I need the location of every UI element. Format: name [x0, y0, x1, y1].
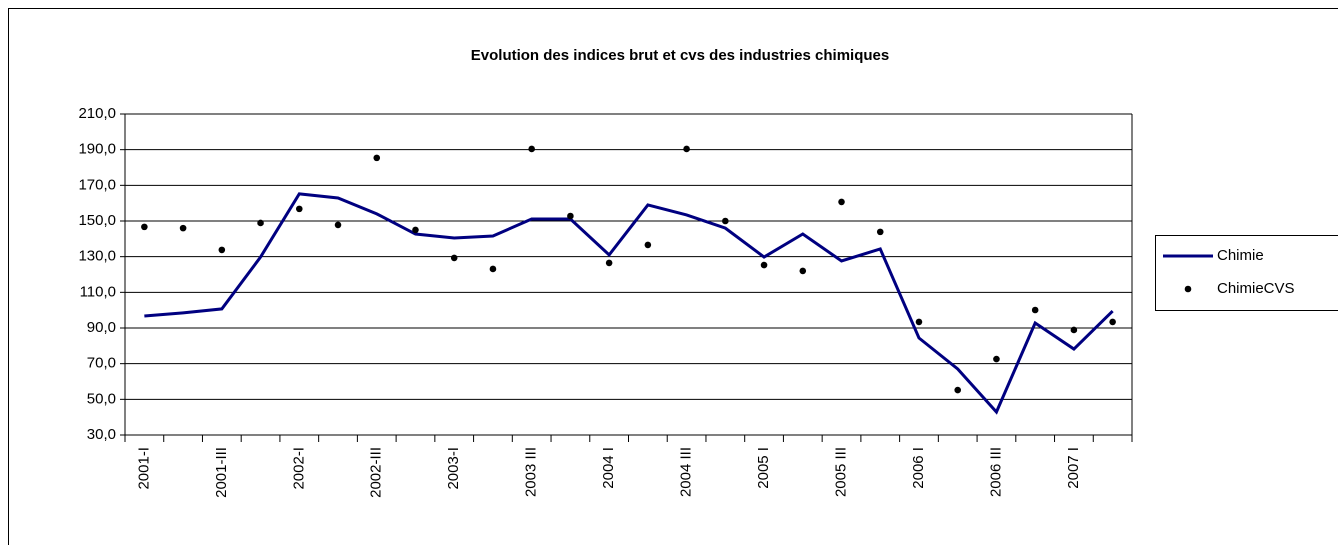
- plot-area: [125, 114, 1132, 435]
- y-tick-label: 30,0: [87, 426, 116, 443]
- series-point: [489, 265, 497, 273]
- y-tick-label: 70,0: [87, 355, 116, 372]
- series-point: [915, 318, 923, 326]
- series-point: [1070, 326, 1078, 334]
- series-point: [799, 267, 807, 275]
- series-point: [760, 261, 768, 269]
- y-tick-label: 190,0: [78, 141, 116, 158]
- x-tick-label: 2006 I: [910, 447, 927, 489]
- x-tick-label: 2001-I: [135, 447, 152, 490]
- series-point: [567, 212, 574, 220]
- series-point: [1109, 318, 1116, 326]
- series-point: [644, 241, 652, 249]
- x-tick-label: 2003-I: [445, 447, 462, 490]
- legend-label: Chimie: [1217, 247, 1264, 264]
- series-point: [722, 217, 729, 225]
- series-point: [334, 221, 342, 229]
- series-point: [1031, 306, 1039, 314]
- x-tick-label: 2006 III: [987, 447, 1004, 497]
- x-tick-label: 2004 I: [600, 447, 617, 489]
- x-tick-label: 2003 III: [523, 447, 540, 497]
- series-point: [683, 145, 690, 153]
- series-point: [528, 145, 535, 153]
- legend-label: ChimieCVS: [1217, 280, 1295, 297]
- series-point: [141, 223, 148, 231]
- series-point: [257, 219, 264, 227]
- y-tick-label: 170,0: [78, 176, 116, 193]
- series-line: [144, 192, 1114, 415]
- x-tick-label: 2005 III: [832, 447, 849, 497]
- series-point: [179, 224, 187, 232]
- x-tick-label: 2005 I: [755, 447, 772, 489]
- series-point: [412, 226, 419, 234]
- series-point: [993, 355, 1000, 363]
- series-point: [295, 205, 303, 213]
- y-tick-label: 50,0: [87, 390, 116, 407]
- y-tick-label: 90,0: [87, 319, 116, 336]
- series-point: [218, 246, 226, 254]
- legend-swatch: [1184, 285, 1192, 293]
- x-tick-label: 2007 I: [1065, 447, 1082, 489]
- legend: [1155, 235, 1338, 311]
- series-point: [450, 254, 458, 262]
- x-tick-label: 2002-III: [368, 447, 385, 498]
- x-tick-label: 2001-III: [213, 447, 230, 498]
- y-tick-label: 210,0: [78, 105, 116, 122]
- y-tick-label: 130,0: [78, 248, 116, 265]
- y-tick-label: 150,0: [78, 212, 116, 229]
- series-point: [954, 386, 962, 394]
- series-point: [605, 259, 613, 267]
- y-tick-label: 110,0: [80, 283, 116, 300]
- series-point: [373, 154, 381, 162]
- x-tick-label: 2002-I: [290, 447, 307, 490]
- chart-title: Evolution des indices brut et cvs des in…: [471, 47, 889, 64]
- series-point: [838, 198, 845, 206]
- x-tick-label: 2004 III: [678, 447, 695, 497]
- series-point: [876, 228, 884, 236]
